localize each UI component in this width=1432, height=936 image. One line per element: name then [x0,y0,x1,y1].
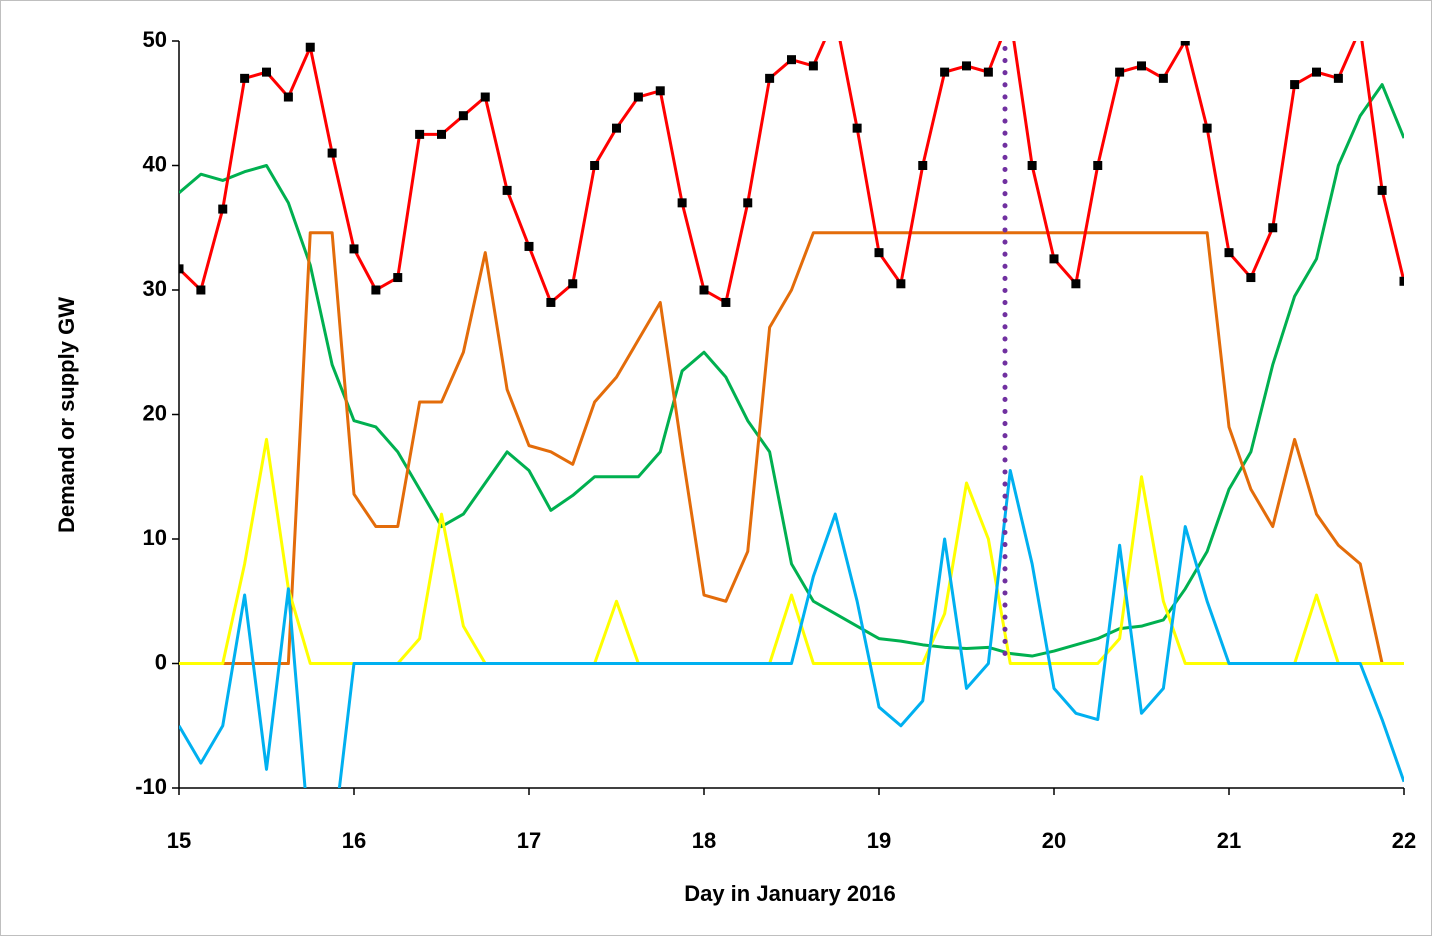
y-tick-label: -10 [135,774,167,799]
x-tick-label: 22 [1392,828,1416,853]
series-marker [612,123,621,133]
series-marker [179,264,184,274]
series-marker [1268,223,1278,233]
series-marker [1049,254,1059,264]
series-marker [196,285,206,295]
series-marker [262,67,271,77]
series-marker [305,42,315,52]
series-marker [677,198,687,208]
series-line [179,231,1404,665]
series-marker [787,55,796,65]
x-tick-label: 18 [692,828,716,853]
series-marker [1333,73,1343,83]
series-marker [283,92,293,102]
y-tick-label: 50 [143,27,167,52]
x-tick-label: 19 [867,828,891,853]
x-tick-label: 15 [167,828,191,853]
series-marker [1158,73,1168,83]
series-marker [1027,161,1037,170]
y-tick-label: 10 [143,525,167,550]
series-marker [349,244,359,254]
y-tick-label: 0 [155,649,167,674]
series-marker [393,273,403,283]
x-tick-label: 17 [517,828,541,853]
series-marker [1290,80,1300,90]
series-marker [371,285,381,295]
series-marker [852,123,862,133]
series-marker [568,279,578,289]
series-line [179,469,1404,788]
series-marker [327,148,337,158]
series-marker [1312,67,1321,77]
series-marker [1224,248,1234,258]
series-marker [1115,67,1125,77]
series-marker [1202,123,1212,133]
x-tick-label: 16 [342,828,366,853]
series-marker [480,92,490,102]
series-marker [918,161,928,170]
x-tick-label: 20 [1042,828,1066,853]
series-marker [218,204,228,214]
series-marker [874,248,884,258]
series-marker [458,111,468,121]
series-marker [983,67,993,77]
series-marker [524,241,534,251]
y-tick-label: 30 [143,276,167,301]
series-marker [502,185,512,195]
x-axis-label: Day in January 2016 [684,881,896,906]
y-tick-label: 40 [143,151,167,176]
series-marker [415,129,425,139]
series-marker [1246,273,1256,283]
series-marker [633,92,643,102]
series-marker [1377,185,1387,195]
series-marker [1180,41,1190,46]
series-marker [1399,276,1404,286]
y-tick-label: 20 [143,400,167,425]
y-axis-label: Demand or supply GW [54,297,79,533]
series-marker [590,161,600,170]
series-marker [1137,61,1146,71]
plot-area [179,41,1404,788]
series-line [179,83,1404,658]
series-marker [743,198,753,208]
series-marker [1071,279,1081,289]
series-marker [699,285,709,295]
series-marker [546,297,556,307]
series-marker [1093,161,1103,170]
series-marker [765,73,775,83]
x-tick-label: 21 [1217,828,1241,853]
series-marker [808,61,818,71]
series-marker [721,297,731,307]
series-marker [240,73,250,83]
series-marker [655,86,665,96]
series-marker [896,279,906,289]
series-marker [962,61,971,71]
series-marker [437,129,446,139]
series-marker [940,67,950,77]
